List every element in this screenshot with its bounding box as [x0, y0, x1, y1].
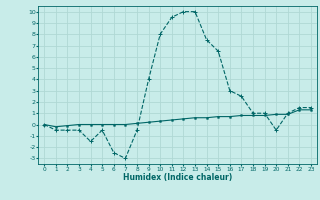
X-axis label: Humidex (Indice chaleur): Humidex (Indice chaleur)	[123, 173, 232, 182]
